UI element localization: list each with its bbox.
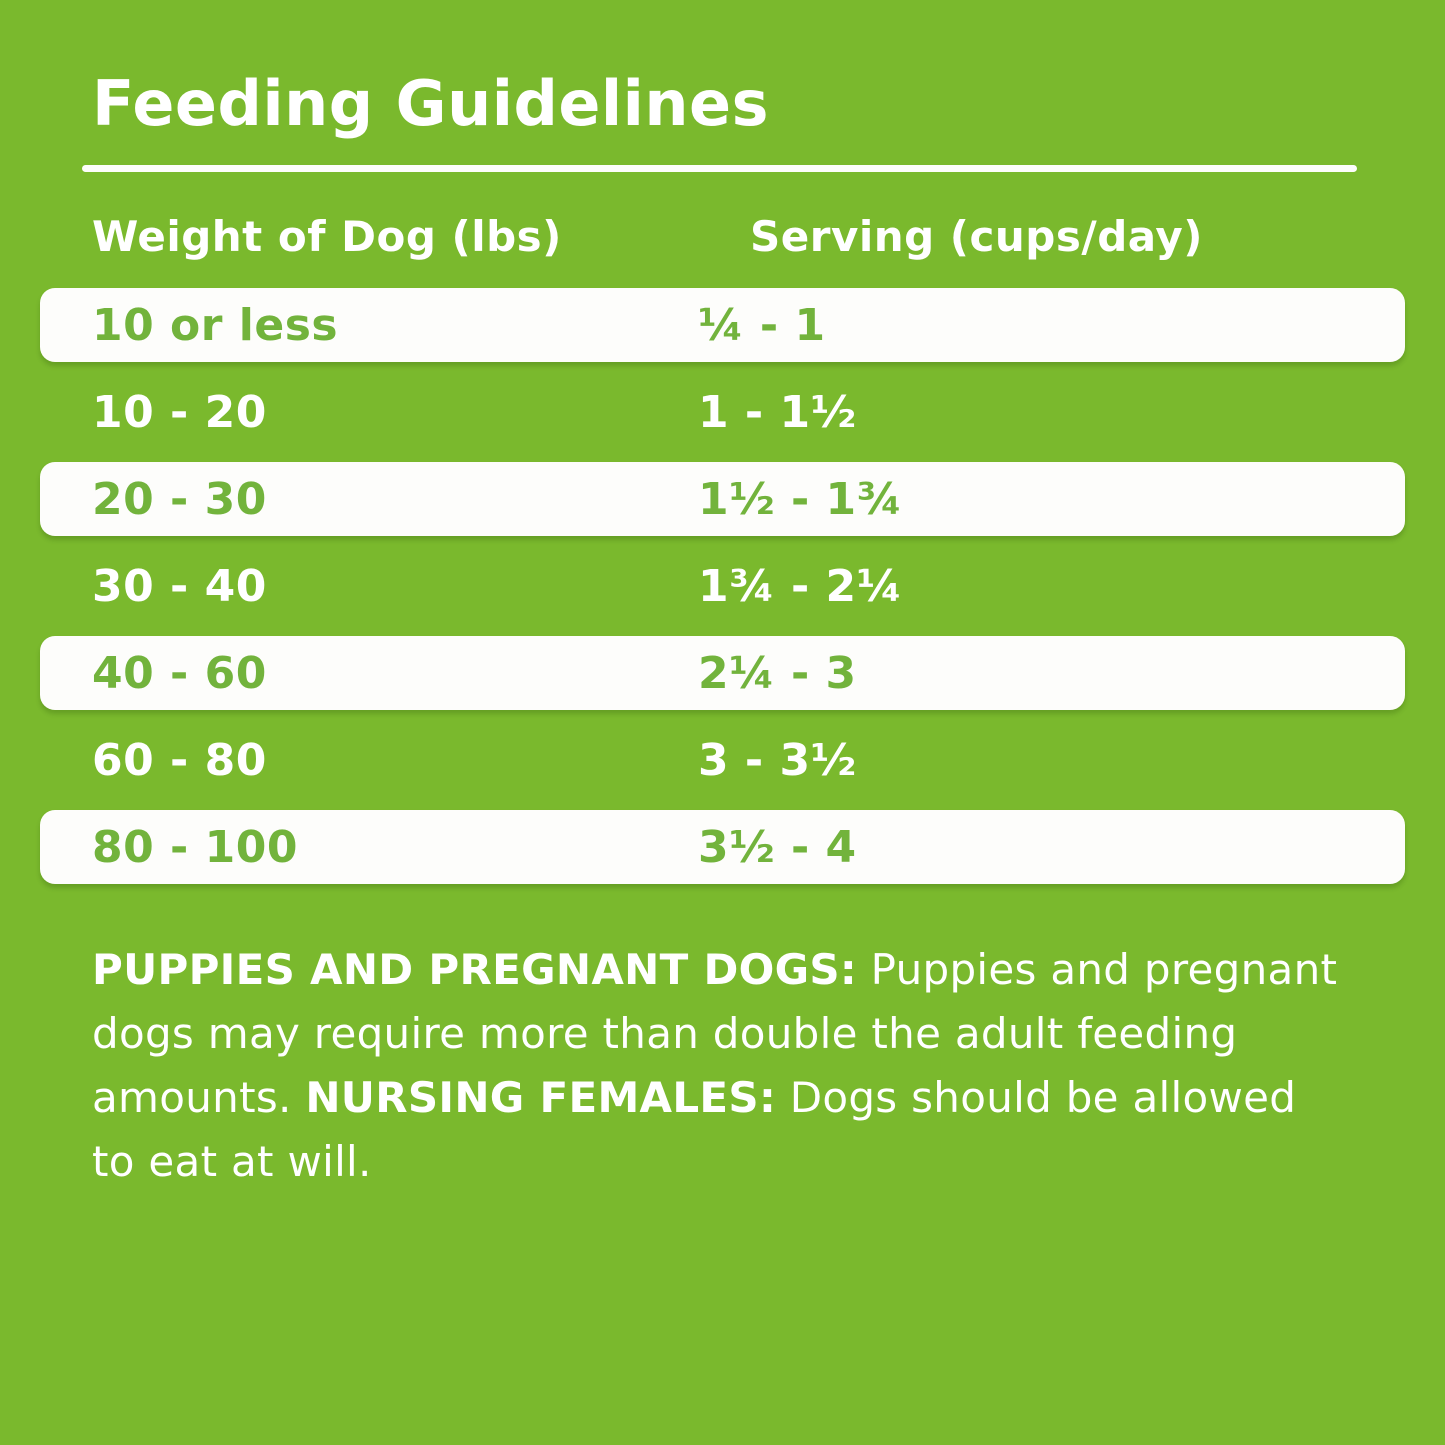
footer-text: dogs may require more than double the ad… — [92, 1009, 1238, 1058]
footer-text: Dogs should be allowed — [776, 1073, 1297, 1122]
weight-cell: 80 - 100 — [92, 821, 298, 873]
column-header-weight: Weight of Dog (lbs) — [92, 212, 562, 261]
weight-cell: 10 or less — [92, 299, 339, 351]
footer-line: dogs may require more than double the ad… — [92, 1002, 1407, 1066]
table-row: 40 - 60 2¼ - 3 — [40, 636, 1405, 710]
table-row: 60 - 80 3 - 3½ — [40, 723, 1405, 797]
table-header-row: Weight of Dog (lbs) Serving (cups/day) — [92, 212, 1402, 261]
serving-cell: 3 - 3½ — [698, 734, 857, 786]
weight-cell: 20 - 30 — [92, 473, 267, 525]
footer-note: PUPPIES AND PREGNANT DOGS: Puppies and p… — [92, 938, 1407, 1194]
footer-bold-text: PUPPIES AND PREGNANT DOGS: — [92, 945, 858, 994]
serving-cell: 3½ - 4 — [698, 821, 857, 873]
serving-cell: ¼ - 1 — [698, 299, 826, 351]
footer-text: Puppies and pregnant — [857, 945, 1338, 994]
table-row: 10 - 20 1 - 1½ — [40, 375, 1405, 449]
table-row: 20 - 30 1½ - 1¾ — [40, 462, 1405, 536]
title-divider — [82, 165, 1357, 172]
serving-cell: 1¾ - 2¼ — [698, 560, 903, 612]
weight-cell: 30 - 40 — [92, 560, 267, 612]
footer-line: amounts. NURSING FEMALES: Dogs should be… — [92, 1066, 1407, 1130]
weight-cell: 40 - 60 — [92, 647, 267, 699]
feeding-table: 10 or less ¼ - 1 10 - 20 1 - 1½ 20 - 30 … — [40, 288, 1405, 897]
footer-bold-text: NURSING FEMALES: — [305, 1073, 777, 1122]
column-header-serving: Serving (cups/day) — [750, 212, 1203, 261]
serving-cell: 1½ - 1¾ — [698, 473, 903, 525]
footer-line: PUPPIES AND PREGNANT DOGS: Puppies and p… — [92, 938, 1407, 1002]
weight-cell: 10 - 20 — [92, 386, 267, 438]
footer-text: amounts. — [92, 1073, 306, 1122]
table-row: 30 - 40 1¾ - 2¼ — [40, 549, 1405, 623]
table-row: 80 - 100 3½ - 4 — [40, 810, 1405, 884]
weight-cell: 60 - 80 — [92, 734, 267, 786]
footer-line: to eat at will. — [92, 1130, 1407, 1194]
footer-text: to eat at will. — [92, 1137, 372, 1186]
page-title: Feeding Guidelines — [92, 67, 769, 140]
serving-cell: 1 - 1½ — [698, 386, 857, 438]
table-row: 10 or less ¼ - 1 — [40, 288, 1405, 362]
serving-cell: 2¼ - 3 — [698, 647, 857, 699]
